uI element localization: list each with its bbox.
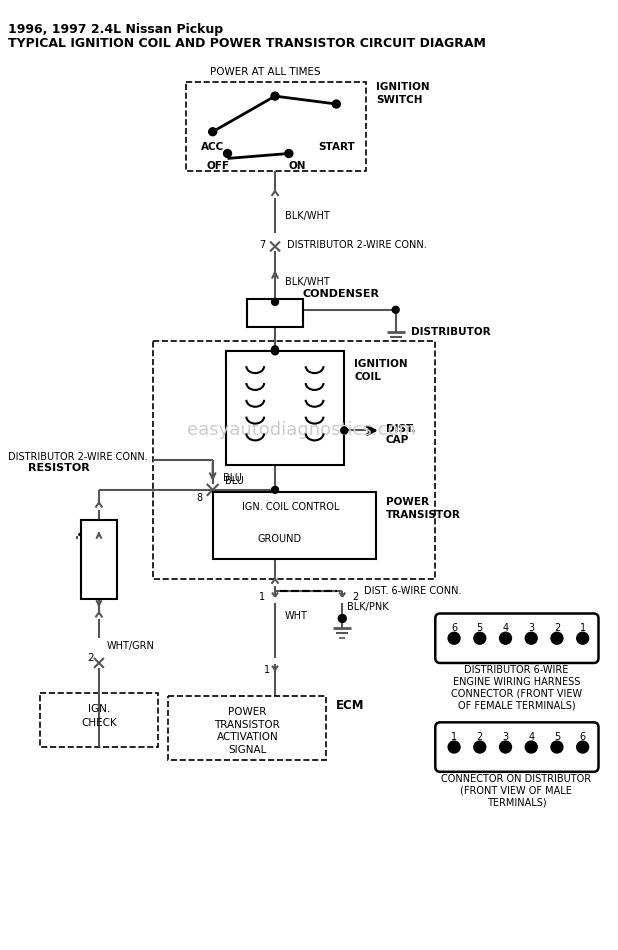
Circle shape — [499, 633, 512, 644]
Text: 1: 1 — [580, 623, 586, 634]
Text: 2: 2 — [352, 592, 358, 601]
FancyBboxPatch shape — [435, 614, 598, 663]
Text: 5: 5 — [554, 732, 560, 742]
Circle shape — [271, 346, 279, 352]
Text: CHECK: CHECK — [81, 718, 117, 729]
Text: TRANSISTOR: TRANSISTOR — [214, 720, 280, 731]
Text: CONNECTOR (FRONT VIEW: CONNECTOR (FRONT VIEW — [451, 689, 582, 698]
Text: TYPICAL IGNITION COIL AND POWER TRANSISTOR CIRCUIT DIAGRAM: TYPICAL IGNITION COIL AND POWER TRANSIST… — [8, 37, 486, 49]
Text: 3: 3 — [528, 623, 535, 634]
Text: 6: 6 — [451, 623, 457, 634]
Text: COIL: COIL — [354, 372, 381, 382]
Bar — [213, 492, 376, 560]
Text: 1: 1 — [451, 732, 457, 742]
Text: 8: 8 — [197, 493, 203, 503]
FancyBboxPatch shape — [40, 693, 158, 747]
Circle shape — [271, 298, 279, 305]
Text: IGNITION: IGNITION — [376, 83, 430, 92]
Text: 1: 1 — [259, 592, 265, 601]
Circle shape — [338, 615, 346, 622]
Text: BLK/WHT: BLK/WHT — [285, 211, 329, 220]
Circle shape — [448, 741, 460, 753]
Text: 1996, 1997 2.4L Nissan Pickup: 1996, 1997 2.4L Nissan Pickup — [8, 23, 223, 36]
Text: BLU: BLU — [224, 476, 243, 486]
Text: POWER AT ALL TIMES: POWER AT ALL TIMES — [210, 67, 321, 77]
Text: OFF: OFF — [206, 162, 229, 171]
Circle shape — [332, 100, 341, 108]
Circle shape — [448, 633, 460, 644]
Text: IGN. COIL CONTROL: IGN. COIL CONTROL — [242, 502, 340, 512]
FancyBboxPatch shape — [186, 83, 366, 171]
Circle shape — [209, 127, 217, 136]
Text: BLU: BLU — [222, 473, 242, 483]
Text: WHT/GRN: WHT/GRN — [107, 641, 154, 651]
Text: 4: 4 — [528, 732, 535, 742]
Text: POWER: POWER — [228, 708, 266, 717]
FancyBboxPatch shape — [168, 695, 326, 760]
Text: 2: 2 — [554, 623, 560, 634]
Text: SWITCH: SWITCH — [376, 95, 423, 105]
Text: DISTRIBUTOR 2-WIRE CONN.: DISTRIBUTOR 2-WIRE CONN. — [287, 240, 426, 251]
Text: RESISTOR: RESISTOR — [28, 463, 90, 473]
Text: OF FEMALE TERMINALS): OF FEMALE TERMINALS) — [457, 700, 575, 711]
Text: 2: 2 — [476, 732, 483, 742]
Circle shape — [271, 486, 279, 493]
Text: TRANSISTOR: TRANSISTOR — [386, 509, 460, 520]
FancyBboxPatch shape — [435, 722, 598, 771]
Circle shape — [271, 92, 279, 100]
Text: BLK/WHT: BLK/WHT — [285, 277, 329, 287]
Circle shape — [499, 741, 512, 753]
Circle shape — [474, 633, 486, 644]
Text: DIST. 6-WIRE CONN.: DIST. 6-WIRE CONN. — [364, 586, 462, 596]
Text: CONDENSER: CONDENSER — [303, 289, 379, 299]
Text: TERMINALS): TERMINALS) — [486, 797, 546, 808]
Circle shape — [525, 741, 537, 753]
Circle shape — [224, 149, 232, 158]
Text: ON: ON — [288, 162, 305, 171]
Circle shape — [392, 306, 399, 314]
Text: CONNECTOR ON DISTRIBUTOR: CONNECTOR ON DISTRIBUTOR — [441, 773, 591, 784]
Circle shape — [551, 633, 563, 644]
Circle shape — [271, 348, 279, 354]
Text: 4: 4 — [502, 623, 509, 634]
Text: 1: 1 — [264, 665, 270, 674]
Circle shape — [341, 427, 348, 434]
Text: ACC: ACC — [201, 142, 224, 152]
Text: WHT: WHT — [285, 612, 308, 621]
Text: SIGNAL: SIGNAL — [228, 745, 266, 755]
Bar — [81, 520, 117, 598]
Circle shape — [577, 741, 588, 753]
Text: DISTRIBUTOR 6-WIRE: DISTRIBUTOR 6-WIRE — [464, 665, 569, 674]
Text: DISTRIBUTOR 2-WIRE CONN.: DISTRIBUTOR 2-WIRE CONN. — [8, 452, 148, 463]
Text: 5: 5 — [476, 623, 483, 634]
Circle shape — [525, 633, 537, 644]
Text: easyautodiagnostics.com: easyautodiagnostics.com — [187, 422, 417, 440]
Bar — [226, 352, 344, 466]
Text: ACTIVATION: ACTIVATION — [216, 732, 278, 742]
Text: DIST.: DIST. — [386, 424, 415, 433]
Text: (FRONT VIEW OF MALE: (FRONT VIEW OF MALE — [460, 786, 572, 795]
Text: 6: 6 — [580, 732, 586, 742]
Bar — [247, 299, 303, 327]
Text: GROUND: GROUND — [257, 534, 302, 544]
Circle shape — [577, 633, 588, 644]
FancyBboxPatch shape — [153, 341, 435, 579]
Text: 2: 2 — [87, 653, 94, 663]
Text: BLK/PNK: BLK/PNK — [347, 601, 389, 612]
Circle shape — [285, 149, 293, 158]
Text: CAP: CAP — [386, 435, 409, 446]
Text: 3: 3 — [502, 732, 509, 742]
Text: DISTRIBUTOR: DISTRIBUTOR — [410, 327, 490, 336]
Text: 7: 7 — [259, 240, 265, 251]
Text: POWER: POWER — [386, 497, 429, 506]
Text: ECM: ECM — [336, 699, 365, 712]
Circle shape — [474, 741, 486, 753]
Text: IGN.: IGN. — [88, 705, 110, 714]
Text: ENGINE WIRING HARNESS: ENGINE WIRING HARNESS — [453, 676, 580, 687]
Text: START: START — [318, 142, 355, 152]
Circle shape — [551, 741, 563, 753]
Text: IGNITION: IGNITION — [354, 359, 408, 370]
